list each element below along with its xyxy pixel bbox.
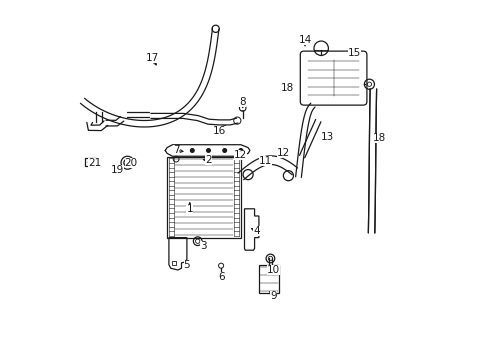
Text: 16: 16 bbox=[212, 126, 225, 136]
Text: 4: 4 bbox=[253, 226, 260, 236]
Text: 12: 12 bbox=[233, 150, 246, 160]
Circle shape bbox=[239, 149, 242, 152]
Circle shape bbox=[223, 149, 226, 152]
Text: 21: 21 bbox=[88, 158, 102, 168]
Text: 2: 2 bbox=[205, 155, 211, 165]
Text: 10: 10 bbox=[266, 265, 279, 275]
Text: 1: 1 bbox=[186, 204, 193, 214]
Bar bbox=[171, 261, 176, 265]
Text: 20: 20 bbox=[124, 158, 138, 168]
Bar bbox=[167, 157, 241, 238]
Text: 3: 3 bbox=[200, 240, 206, 251]
Text: 17: 17 bbox=[146, 53, 159, 63]
Bar bbox=[258, 265, 278, 293]
Text: 5: 5 bbox=[183, 260, 190, 270]
Circle shape bbox=[190, 149, 194, 152]
Text: 14: 14 bbox=[298, 35, 311, 45]
Text: 9: 9 bbox=[269, 291, 276, 301]
Text: 19: 19 bbox=[111, 165, 124, 175]
Text: 6: 6 bbox=[217, 272, 224, 282]
Text: 18: 18 bbox=[372, 132, 386, 143]
Text: 11: 11 bbox=[258, 156, 271, 166]
Text: 18: 18 bbox=[280, 83, 293, 93]
Text: 8: 8 bbox=[239, 96, 245, 107]
Text: 15: 15 bbox=[347, 48, 360, 58]
Text: 13: 13 bbox=[320, 132, 333, 142]
Bar bbox=[85, 158, 96, 166]
Text: 12: 12 bbox=[276, 148, 289, 158]
Circle shape bbox=[174, 149, 178, 152]
Circle shape bbox=[206, 149, 210, 152]
Text: 7: 7 bbox=[172, 145, 179, 156]
